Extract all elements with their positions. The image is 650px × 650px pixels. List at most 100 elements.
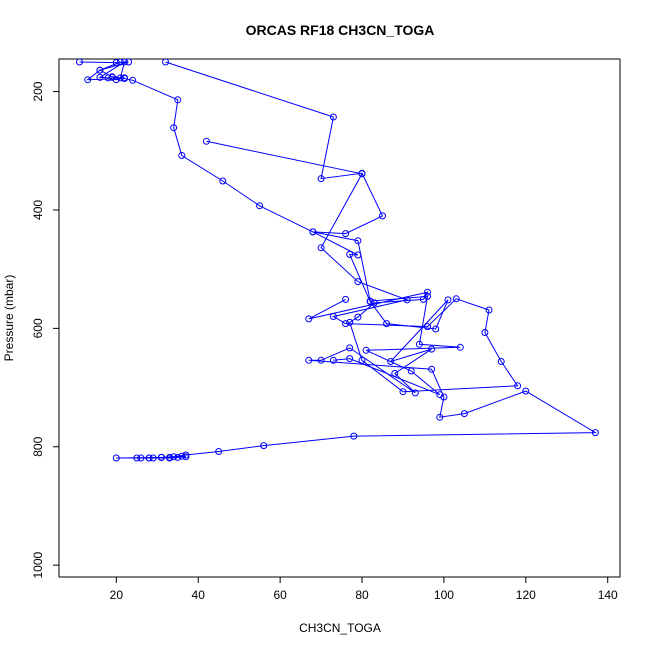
x-tick-label: 80 (355, 588, 369, 602)
data-point (329, 113, 337, 121)
data-point (346, 344, 354, 352)
x-tick-label: 120 (516, 588, 536, 602)
chart-title: ORCAS RF18 CH3CN_TOGA (246, 22, 435, 38)
x-tick-label: 60 (273, 588, 287, 602)
data-point (96, 73, 104, 81)
data-point (121, 59, 128, 66)
data-point (170, 124, 178, 132)
data-point (366, 297, 374, 305)
data-point (424, 292, 431, 300)
data-point (256, 202, 264, 210)
data-point (121, 74, 128, 82)
data-point (428, 365, 436, 373)
x-axis: 20 40 60 80 100 120 140 (110, 576, 618, 602)
y-tick-label: 600 (31, 318, 45, 338)
series-line-1 (116, 61, 598, 459)
data-point (125, 59, 133, 66)
data-point (387, 358, 395, 365)
data-point (436, 391, 444, 399)
data-point (305, 315, 313, 323)
data-point (329, 356, 337, 364)
data-point (399, 388, 407, 396)
data-point (76, 59, 83, 66)
series-line-3 (86, 61, 461, 396)
data-point (342, 320, 350, 328)
data-point (84, 76, 92, 84)
data-point (112, 454, 120, 462)
data-point (133, 454, 141, 462)
data-point (162, 59, 169, 66)
data-point (415, 340, 423, 348)
y-axis: 200 400 600 800 1000 (31, 81, 60, 579)
data-point (424, 323, 431, 331)
data-point (260, 442, 268, 450)
data-point (456, 343, 464, 351)
data-point (178, 152, 186, 159)
data-point (129, 76, 137, 84)
y-tick-label: 800 (31, 436, 45, 456)
data-point (346, 318, 354, 326)
data-point (452, 295, 460, 303)
data-point (497, 358, 505, 365)
data-point (591, 429, 599, 437)
data-point (428, 345, 436, 353)
data-point (108, 73, 116, 81)
data-point (370, 299, 378, 307)
data-point (383, 320, 391, 328)
data-point (305, 356, 313, 364)
data-point (112, 59, 120, 67)
y-axis-title: Pressure (mbar) (2, 275, 16, 362)
data-point (174, 453, 182, 461)
data-point (202, 137, 210, 145)
data-point (354, 313, 362, 321)
data-point (317, 175, 325, 183)
data-point (403, 296, 411, 304)
data-point (178, 452, 186, 460)
data-point (170, 453, 178, 461)
data-point (514, 382, 522, 390)
data-point (219, 177, 227, 185)
data-point (379, 212, 386, 220)
data-point (350, 432, 358, 440)
series-layer (76, 59, 599, 462)
data-point (407, 367, 415, 375)
data-point (309, 228, 317, 236)
series-line-2 (206, 140, 519, 393)
data-point (342, 230, 350, 238)
x-tick-label: 20 (110, 588, 124, 602)
x-axis-title: CH3CN_TOGA (299, 621, 381, 635)
y-tick-label: 1000 (31, 551, 45, 578)
y-tick-label: 200 (31, 81, 45, 101)
data-point (157, 453, 165, 461)
x-tick-label: 40 (192, 588, 206, 602)
data-point (104, 74, 112, 82)
data-point (436, 413, 444, 421)
x-tick-label: 140 (598, 588, 618, 602)
x-tick-label: 100 (434, 588, 454, 602)
data-point (137, 454, 145, 462)
y-tick-label: 400 (31, 200, 45, 220)
data-point (346, 250, 354, 258)
data-point (317, 356, 325, 364)
data-point (481, 329, 489, 336)
data-point (342, 295, 350, 303)
data-point (460, 410, 468, 418)
data-point (424, 288, 431, 296)
data-point (145, 454, 153, 462)
data-point (317, 244, 325, 252)
data-point (346, 355, 354, 363)
data-point (149, 454, 157, 462)
data-point (411, 389, 419, 397)
data-point (96, 66, 104, 74)
data-point (354, 278, 362, 286)
data-point (112, 76, 120, 84)
data-point (358, 170, 366, 178)
data-point (522, 387, 530, 395)
data-point (362, 346, 370, 354)
data-point (432, 325, 440, 333)
data-point (116, 74, 124, 82)
plot-frame (58, 58, 621, 578)
data-point (166, 453, 174, 461)
